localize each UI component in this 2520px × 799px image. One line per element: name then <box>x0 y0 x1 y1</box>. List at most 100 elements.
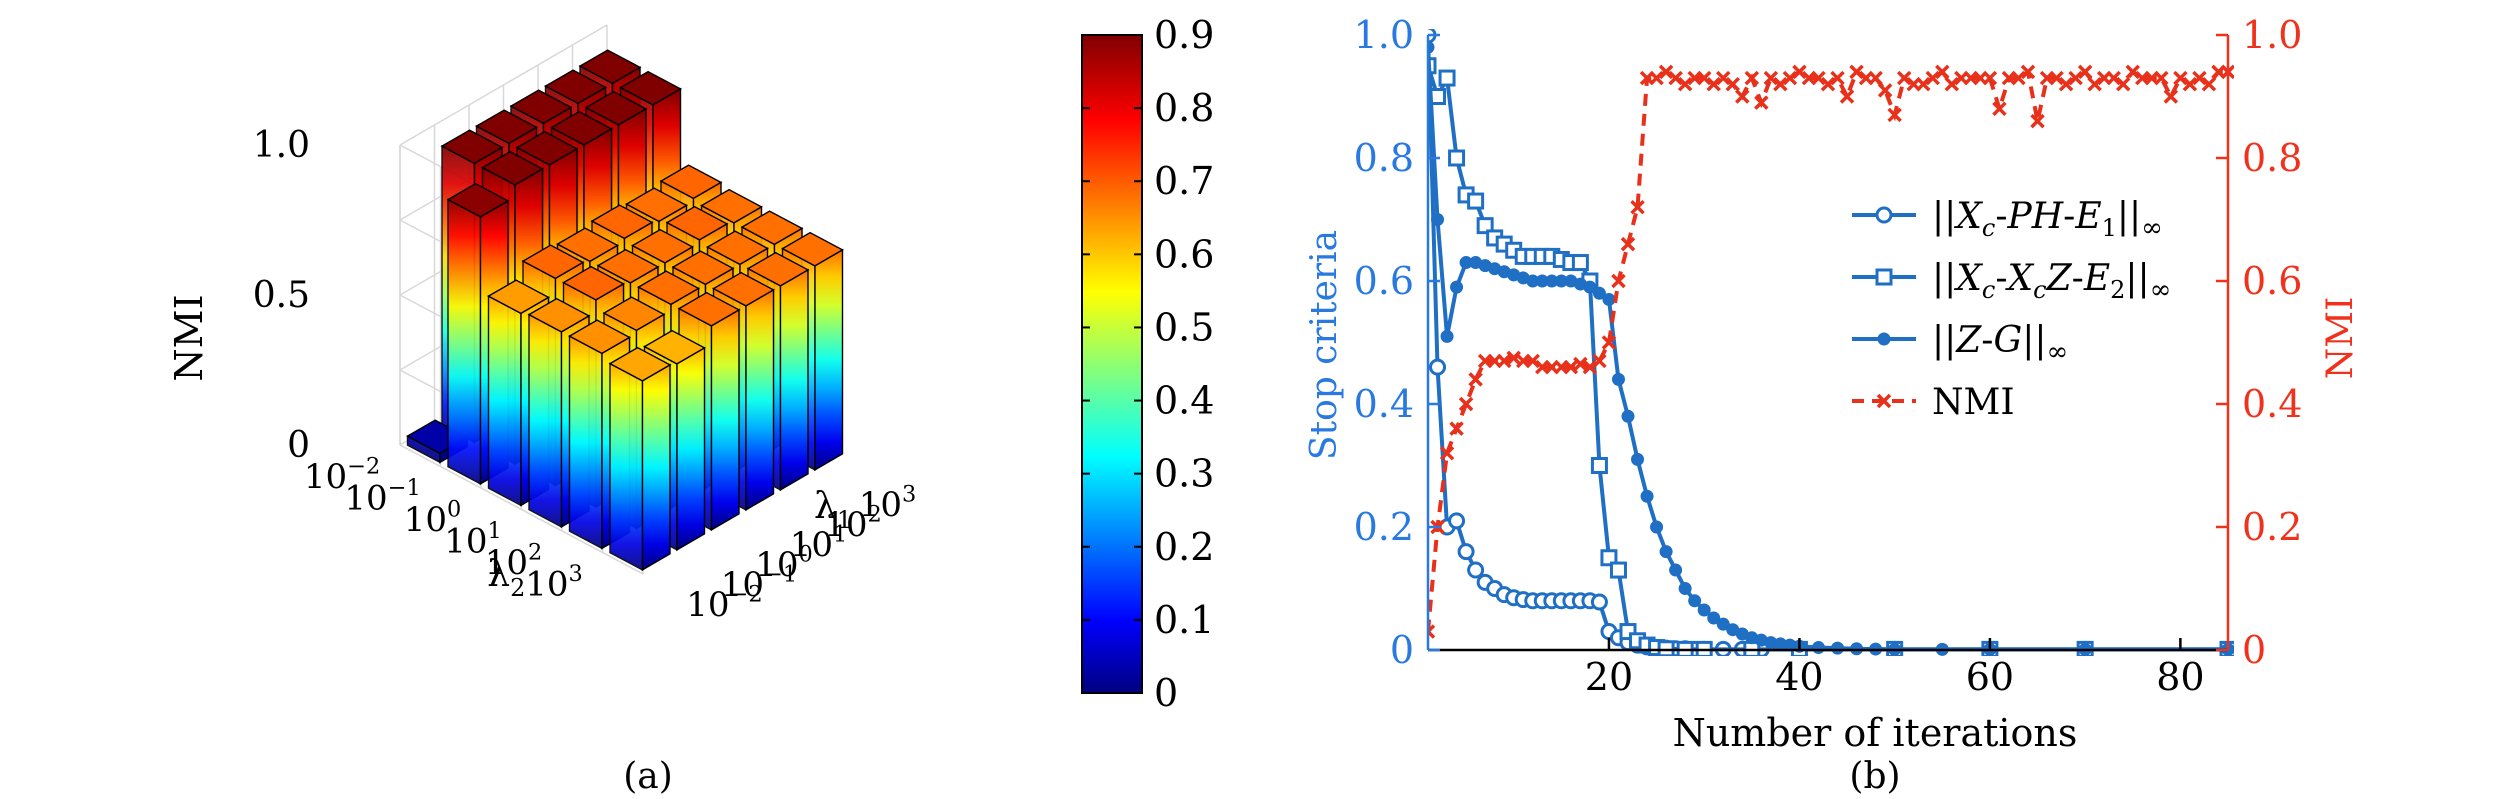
legend-label: ||Z-G||∞ <box>1932 320 2068 367</box>
data-point <box>1476 217 1494 235</box>
data-point <box>1706 76 1721 92</box>
marker-stroke <box>1992 101 2007 117</box>
marker-stroke <box>1877 83 1893 98</box>
marker-stroke <box>1849 64 1864 80</box>
bar-top <box>700 188 763 224</box>
marker-stroke <box>1896 70 1912 86</box>
marker-stroke <box>2116 76 2131 92</box>
data-point <box>1944 76 1960 92</box>
right-tick-label: 0 <box>2242 628 2266 672</box>
marker-stroke <box>1677 76 1693 92</box>
data-point <box>1735 89 1750 104</box>
bar-top <box>602 296 666 332</box>
data-point <box>1611 273 1626 289</box>
colorbar-tick-label: 0.7 <box>1154 159 1214 203</box>
data-point <box>1600 549 1618 567</box>
marker-stroke <box>1620 236 1636 252</box>
data-point <box>1458 396 1474 412</box>
data-point <box>1439 445 1455 461</box>
data-point <box>1678 582 1692 595</box>
lambda1-axis-label: λ1 <box>814 486 852 534</box>
bar-top <box>562 265 625 301</box>
left-tick-label: 0.4 <box>1354 382 1414 426</box>
bar-top <box>446 182 510 218</box>
marker-stroke <box>2182 76 2198 92</box>
data-point <box>2173 70 2188 86</box>
data-point <box>1448 149 1466 167</box>
data-point <box>1659 545 1673 559</box>
right-tick-label: 0.4 <box>2242 382 2302 426</box>
data-point <box>1744 70 1760 86</box>
data-point <box>1830 70 1845 86</box>
bar-top <box>568 319 631 355</box>
bar-face <box>641 363 671 572</box>
colorbar-tick-label: 0.1 <box>1154 598 1214 642</box>
marker-stroke <box>1649 70 1664 86</box>
z-tick-label: 0.5 <box>253 275 310 316</box>
data-point <box>1429 358 1447 376</box>
panel-a-bars <box>406 49 844 572</box>
series-2 <box>1428 40 2234 656</box>
data-point <box>1609 561 1627 579</box>
marker-stroke <box>1935 64 1950 80</box>
marker-stroke <box>1582 359 1598 375</box>
bar-top <box>556 227 619 263</box>
marker-stroke <box>1573 356 1588 372</box>
bar-top <box>637 270 700 306</box>
series-3 <box>1428 64 2234 639</box>
colorbar-ticks: 0 0.1 0.2 0.3 0.4 0.5 0.6 0.7 0.8 0.9 <box>1082 13 1214 715</box>
data-point <box>1707 611 1721 625</box>
data-point <box>2182 76 2198 92</box>
panel-b-caption: (b) <box>1849 756 1900 797</box>
marker-stroke <box>1876 393 1892 409</box>
series-line <box>1428 68 2228 632</box>
marker-stroke <box>1601 335 1617 350</box>
marker-stroke <box>2154 70 2169 86</box>
data-point <box>2058 76 2074 92</box>
marker-stroke <box>1506 350 1521 366</box>
bar-top <box>608 346 672 382</box>
data-point <box>2125 64 2140 80</box>
data-point <box>1992 101 2007 117</box>
data-point <box>1896 70 1912 86</box>
panel-b-x-axis-label: Number of iterations <box>1673 711 2078 755</box>
marker-stroke <box>2106 70 2121 86</box>
marker-stroke <box>2077 64 2093 80</box>
data-point <box>2077 64 2093 80</box>
lambda1-tick-label: 10−2 <box>686 582 762 625</box>
panel-b-axes: 0 0.2 0.4 0.6 0.8 1.0 0 0.2 0.4 0.6 0.8 1.0 20 40 60 80 <box>1354 13 2303 699</box>
marker-stroke <box>2030 113 2045 129</box>
left-tick-label: 0 <box>1390 628 1414 672</box>
data-point <box>1650 520 1664 534</box>
bar-top <box>619 70 682 106</box>
series-1 <box>1428 57 2234 656</box>
left-tick-label: 0.2 <box>1354 505 1414 549</box>
data-point <box>1925 70 1940 86</box>
panel-b-right-axis-label: NMI <box>2320 297 2361 380</box>
marker-stroke <box>1658 64 1674 80</box>
bar-top <box>671 250 735 286</box>
colorbar-tick-label: 0.6 <box>1154 232 1214 276</box>
marker-stroke <box>1830 70 1845 86</box>
data-point <box>1877 332 1891 346</box>
data-point <box>1811 70 1826 86</box>
colorbar-tick-label: 0.4 <box>1154 379 1214 423</box>
data-point <box>1688 594 1702 608</box>
data-point <box>2030 113 2045 129</box>
marker-stroke <box>1439 445 1455 461</box>
lambda1-tick-label: 10−1 <box>721 562 797 605</box>
marker-stroke <box>2192 70 2207 86</box>
legend-item: ||Xc-PH-E1||∞ <box>1852 196 2163 243</box>
bar-top <box>781 231 844 267</box>
marker-stroke <box>2011 70 2026 86</box>
colorbar-tick-label: 0.9 <box>1154 13 1214 57</box>
marker-stroke <box>1782 70 1798 86</box>
marker-stroke <box>2173 70 2188 86</box>
bar-face <box>779 268 809 492</box>
marker-stroke <box>1925 70 1940 86</box>
data-point <box>1621 409 1635 423</box>
data-point <box>2087 76 2102 92</box>
data-point <box>1668 70 1683 86</box>
right-tick-label: 0.2 <box>2242 505 2302 549</box>
data-point <box>1697 603 1711 617</box>
